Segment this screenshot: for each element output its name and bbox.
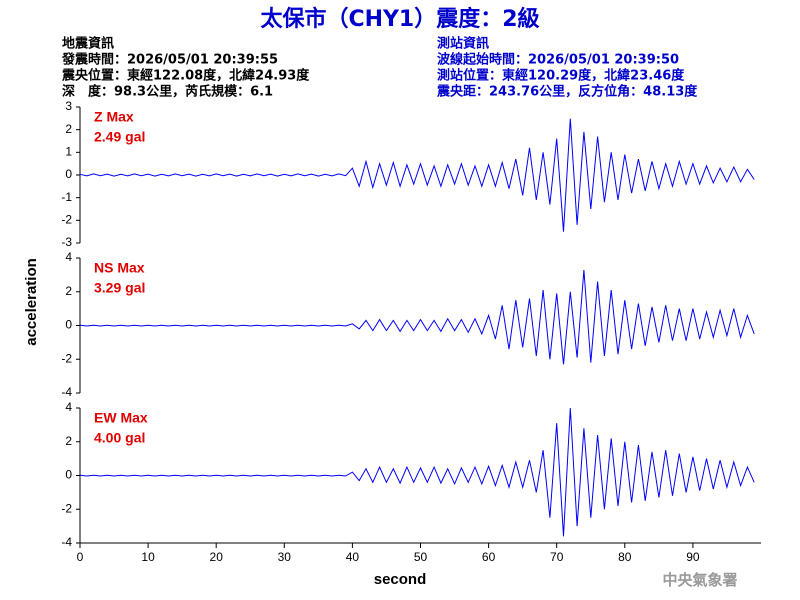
info-text: 測站資訊 xyxy=(437,36,489,52)
info-text: 波線起始時間：2026/05/01 20:39:50 xyxy=(437,52,679,68)
y-tick-label: -4 xyxy=(61,385,72,399)
x-tick-label: 40 xyxy=(346,550,360,564)
panel-label: NS Max xyxy=(94,260,145,276)
y-axis-label: acceleration xyxy=(23,258,40,346)
info-text: 地震資訊 xyxy=(62,36,114,52)
credit: 中央氣象署 xyxy=(662,571,737,589)
chart-title: 太保市（CHY1）震度：2級 xyxy=(260,6,539,32)
y-tick-label: 4 xyxy=(65,400,72,414)
y-tick-label: -2 xyxy=(61,213,72,227)
x-tick-label: 30 xyxy=(278,550,292,564)
max-label: 3.29 gal xyxy=(94,280,145,296)
y-tick-label: -2 xyxy=(61,351,72,365)
max-label: 4.00 gal xyxy=(94,430,145,446)
y-tick-label: 0 xyxy=(65,318,72,332)
y-tick-label: 0 xyxy=(65,468,72,482)
x-tick-label: 0 xyxy=(77,550,84,564)
y-tick-label: 2 xyxy=(65,122,72,136)
x-tick-label: 10 xyxy=(141,550,155,564)
panel-label: EW Max xyxy=(94,410,148,426)
x-tick-label: 50 xyxy=(414,550,428,564)
y-tick-label: -3 xyxy=(61,235,72,249)
panel-label: Z Max xyxy=(94,109,134,125)
max-label: 2.49 gal xyxy=(94,129,145,145)
x-tick-label: 90 xyxy=(686,550,700,564)
y-tick-label: 0 xyxy=(65,167,72,181)
x-tick-label: 80 xyxy=(618,550,632,564)
y-tick-label: 2 xyxy=(65,284,72,298)
info-text: 震央距：243.76公里，反方位角：48.13度 xyxy=(436,84,698,100)
info-text: 震央位置：東經122.08度，北緯24.93度 xyxy=(61,68,310,84)
y-tick-label: -4 xyxy=(61,535,72,549)
y-tick-label: -1 xyxy=(61,190,72,204)
y-tick-label: 1 xyxy=(65,145,72,159)
y-tick-label: 4 xyxy=(65,250,72,264)
info-text: 深 度：98.3公里，芮氏規模：6.1 xyxy=(62,84,273,100)
x-tick-label: 70 xyxy=(550,550,564,564)
x-tick-label: 60 xyxy=(482,550,496,564)
y-tick-label: 3 xyxy=(65,99,72,113)
x-axis-label: second xyxy=(374,571,427,588)
info-text: 發震時間：2026/05/01 20:39:55 xyxy=(61,52,278,68)
y-tick-label: -2 xyxy=(61,501,72,515)
waveform xyxy=(79,269,755,365)
info-text: 測站位置：東經120.29度，北緯23.46度 xyxy=(437,68,685,84)
x-tick-label: 20 xyxy=(210,550,224,564)
waveform xyxy=(79,407,755,537)
waveform xyxy=(79,118,755,232)
y-tick-label: 2 xyxy=(65,434,72,448)
